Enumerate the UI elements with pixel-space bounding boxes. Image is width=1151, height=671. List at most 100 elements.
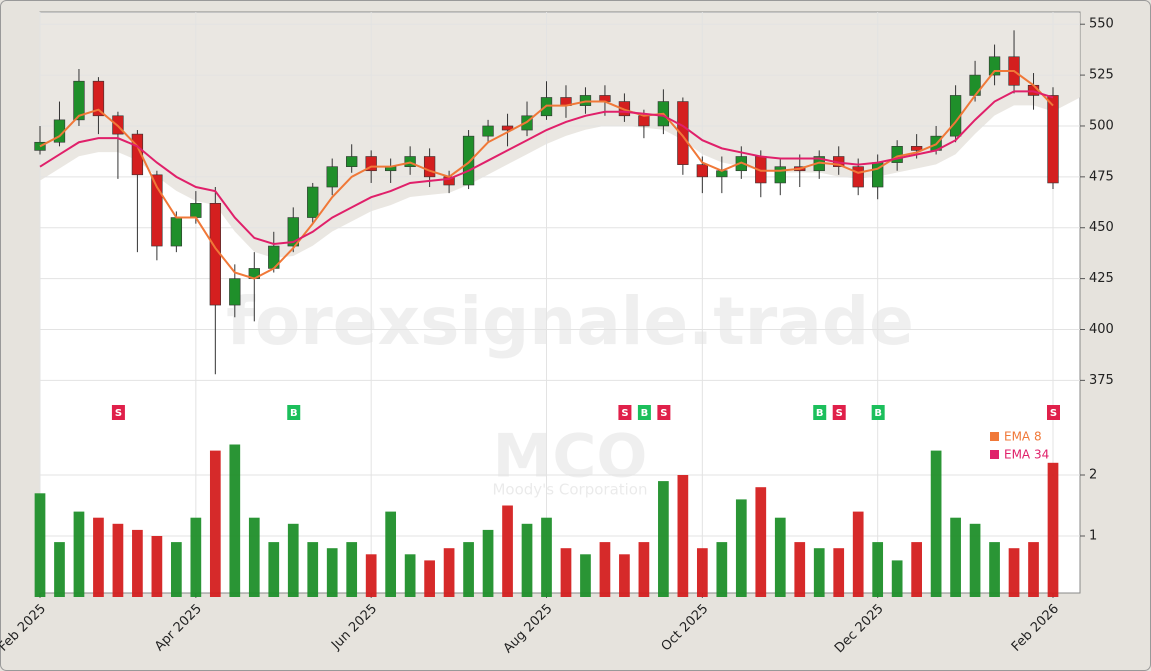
volume-bar: [599, 542, 611, 597]
candle-body: [365, 156, 377, 172]
volume-bar: [833, 548, 845, 597]
volume-bar: [307, 542, 319, 597]
candle-body: [677, 101, 689, 165]
legend-label: EMA 8: [1004, 430, 1042, 444]
volume-bar: [287, 523, 299, 597]
signal-label: B: [641, 408, 649, 419]
candle-body: [462, 135, 475, 186]
volume-bar: [502, 505, 513, 597]
signal-badge: [111, 405, 125, 420]
volume-bar: [989, 542, 1000, 597]
volume-bar: [872, 542, 884, 597]
volume-bar: [404, 554, 416, 597]
volume-bar: [521, 523, 533, 597]
volume-bar: [209, 450, 221, 597]
volume-bar: [541, 517, 552, 597]
candle-body: [287, 217, 299, 247]
signal-label: S: [1050, 408, 1057, 419]
signal-badge: [618, 405, 632, 420]
candle-body: [774, 166, 786, 184]
volume-bar: [716, 542, 728, 597]
volume-bar: [696, 548, 708, 597]
signal-label: S: [621, 408, 628, 419]
candle-body: [423, 156, 436, 178]
volume-bar: [365, 554, 377, 597]
legend-swatch: [990, 432, 999, 441]
signal-badge: [1047, 405, 1060, 420]
y-tick-label: 375: [1089, 373, 1114, 388]
ema-line: [39, 90, 1054, 246]
volume-bar: [911, 542, 922, 597]
candle-body: [910, 146, 923, 151]
volume-bar: [852, 511, 864, 597]
y-tick-label: 450: [1089, 220, 1114, 235]
volume-bar: [112, 523, 124, 597]
volume-bar: [969, 523, 981, 597]
price-zone: [40, 13, 1080, 259]
volume-bar: [755, 487, 767, 597]
legend-label: EMA 34: [1004, 448, 1049, 462]
volume-bar: [813, 548, 825, 597]
candle-body: [969, 74, 981, 96]
watermark: forexsignale.trade: [226, 283, 914, 360]
volume-bar: [73, 511, 85, 597]
volume-bar: [619, 554, 630, 597]
volume-bar: [326, 548, 338, 597]
candle-body: [482, 125, 494, 137]
volume-bar: [132, 529, 143, 597]
candle-body: [696, 164, 709, 178]
signal-badge: [287, 405, 301, 420]
volume-bar: [930, 450, 942, 597]
volume-bar: [229, 444, 241, 597]
volume-tick-label: 2: [1089, 468, 1097, 483]
signal-label: B: [290, 408, 298, 419]
signal-label: S: [660, 408, 667, 419]
candle-body: [131, 133, 144, 176]
volume-bar: [1047, 462, 1059, 597]
signal-badge: [637, 405, 651, 420]
candle-body: [92, 80, 105, 117]
candle-body: [73, 80, 85, 121]
candle-body: [346, 156, 358, 167]
company-watermark: Moody's Corporation: [492, 481, 647, 499]
legend-swatch: [990, 450, 999, 459]
y-tick-label: 500: [1089, 118, 1114, 133]
volume-bar: [54, 542, 65, 597]
volume-tick-label: 1: [1089, 529, 1097, 544]
volume-bar: [774, 517, 786, 597]
candle-body: [579, 95, 592, 106]
volume-bar: [151, 536, 163, 597]
volume-bar: [735, 499, 747, 597]
volume-bar: [190, 517, 202, 597]
volume-bar: [248, 517, 260, 597]
volume-bar: [1008, 548, 1020, 597]
y-tick-label: 550: [1089, 17, 1114, 32]
volume-bar: [891, 560, 903, 597]
candle-body: [988, 56, 1001, 76]
volume-bar: [93, 517, 104, 597]
signal-label: B: [816, 408, 824, 419]
volume-bar: [34, 493, 46, 597]
volume-bar: [658, 481, 669, 597]
candle-body: [501, 125, 514, 131]
volume-bar: [1028, 542, 1039, 597]
signal-label: S: [115, 408, 122, 419]
candle-body: [229, 278, 241, 306]
candle-body: [307, 186, 319, 218]
volume-bar: [950, 517, 961, 597]
y-tick-label: 475: [1089, 169, 1114, 184]
volume-bar: [463, 542, 474, 597]
volume-bar: [677, 475, 689, 597]
volume-bar: [560, 548, 572, 597]
volume-bar: [443, 548, 455, 597]
volume-bar: [482, 529, 494, 597]
candle-body: [852, 166, 864, 188]
signal-badge: [832, 405, 846, 420]
candle-body: [190, 203, 202, 218]
volume-bar: [638, 542, 650, 597]
candle-body: [170, 217, 183, 247]
candle-body: [638, 115, 650, 127]
y-tick-label: 400: [1089, 322, 1114, 337]
signal-badge: [871, 405, 885, 420]
volume-bar: [268, 542, 280, 597]
